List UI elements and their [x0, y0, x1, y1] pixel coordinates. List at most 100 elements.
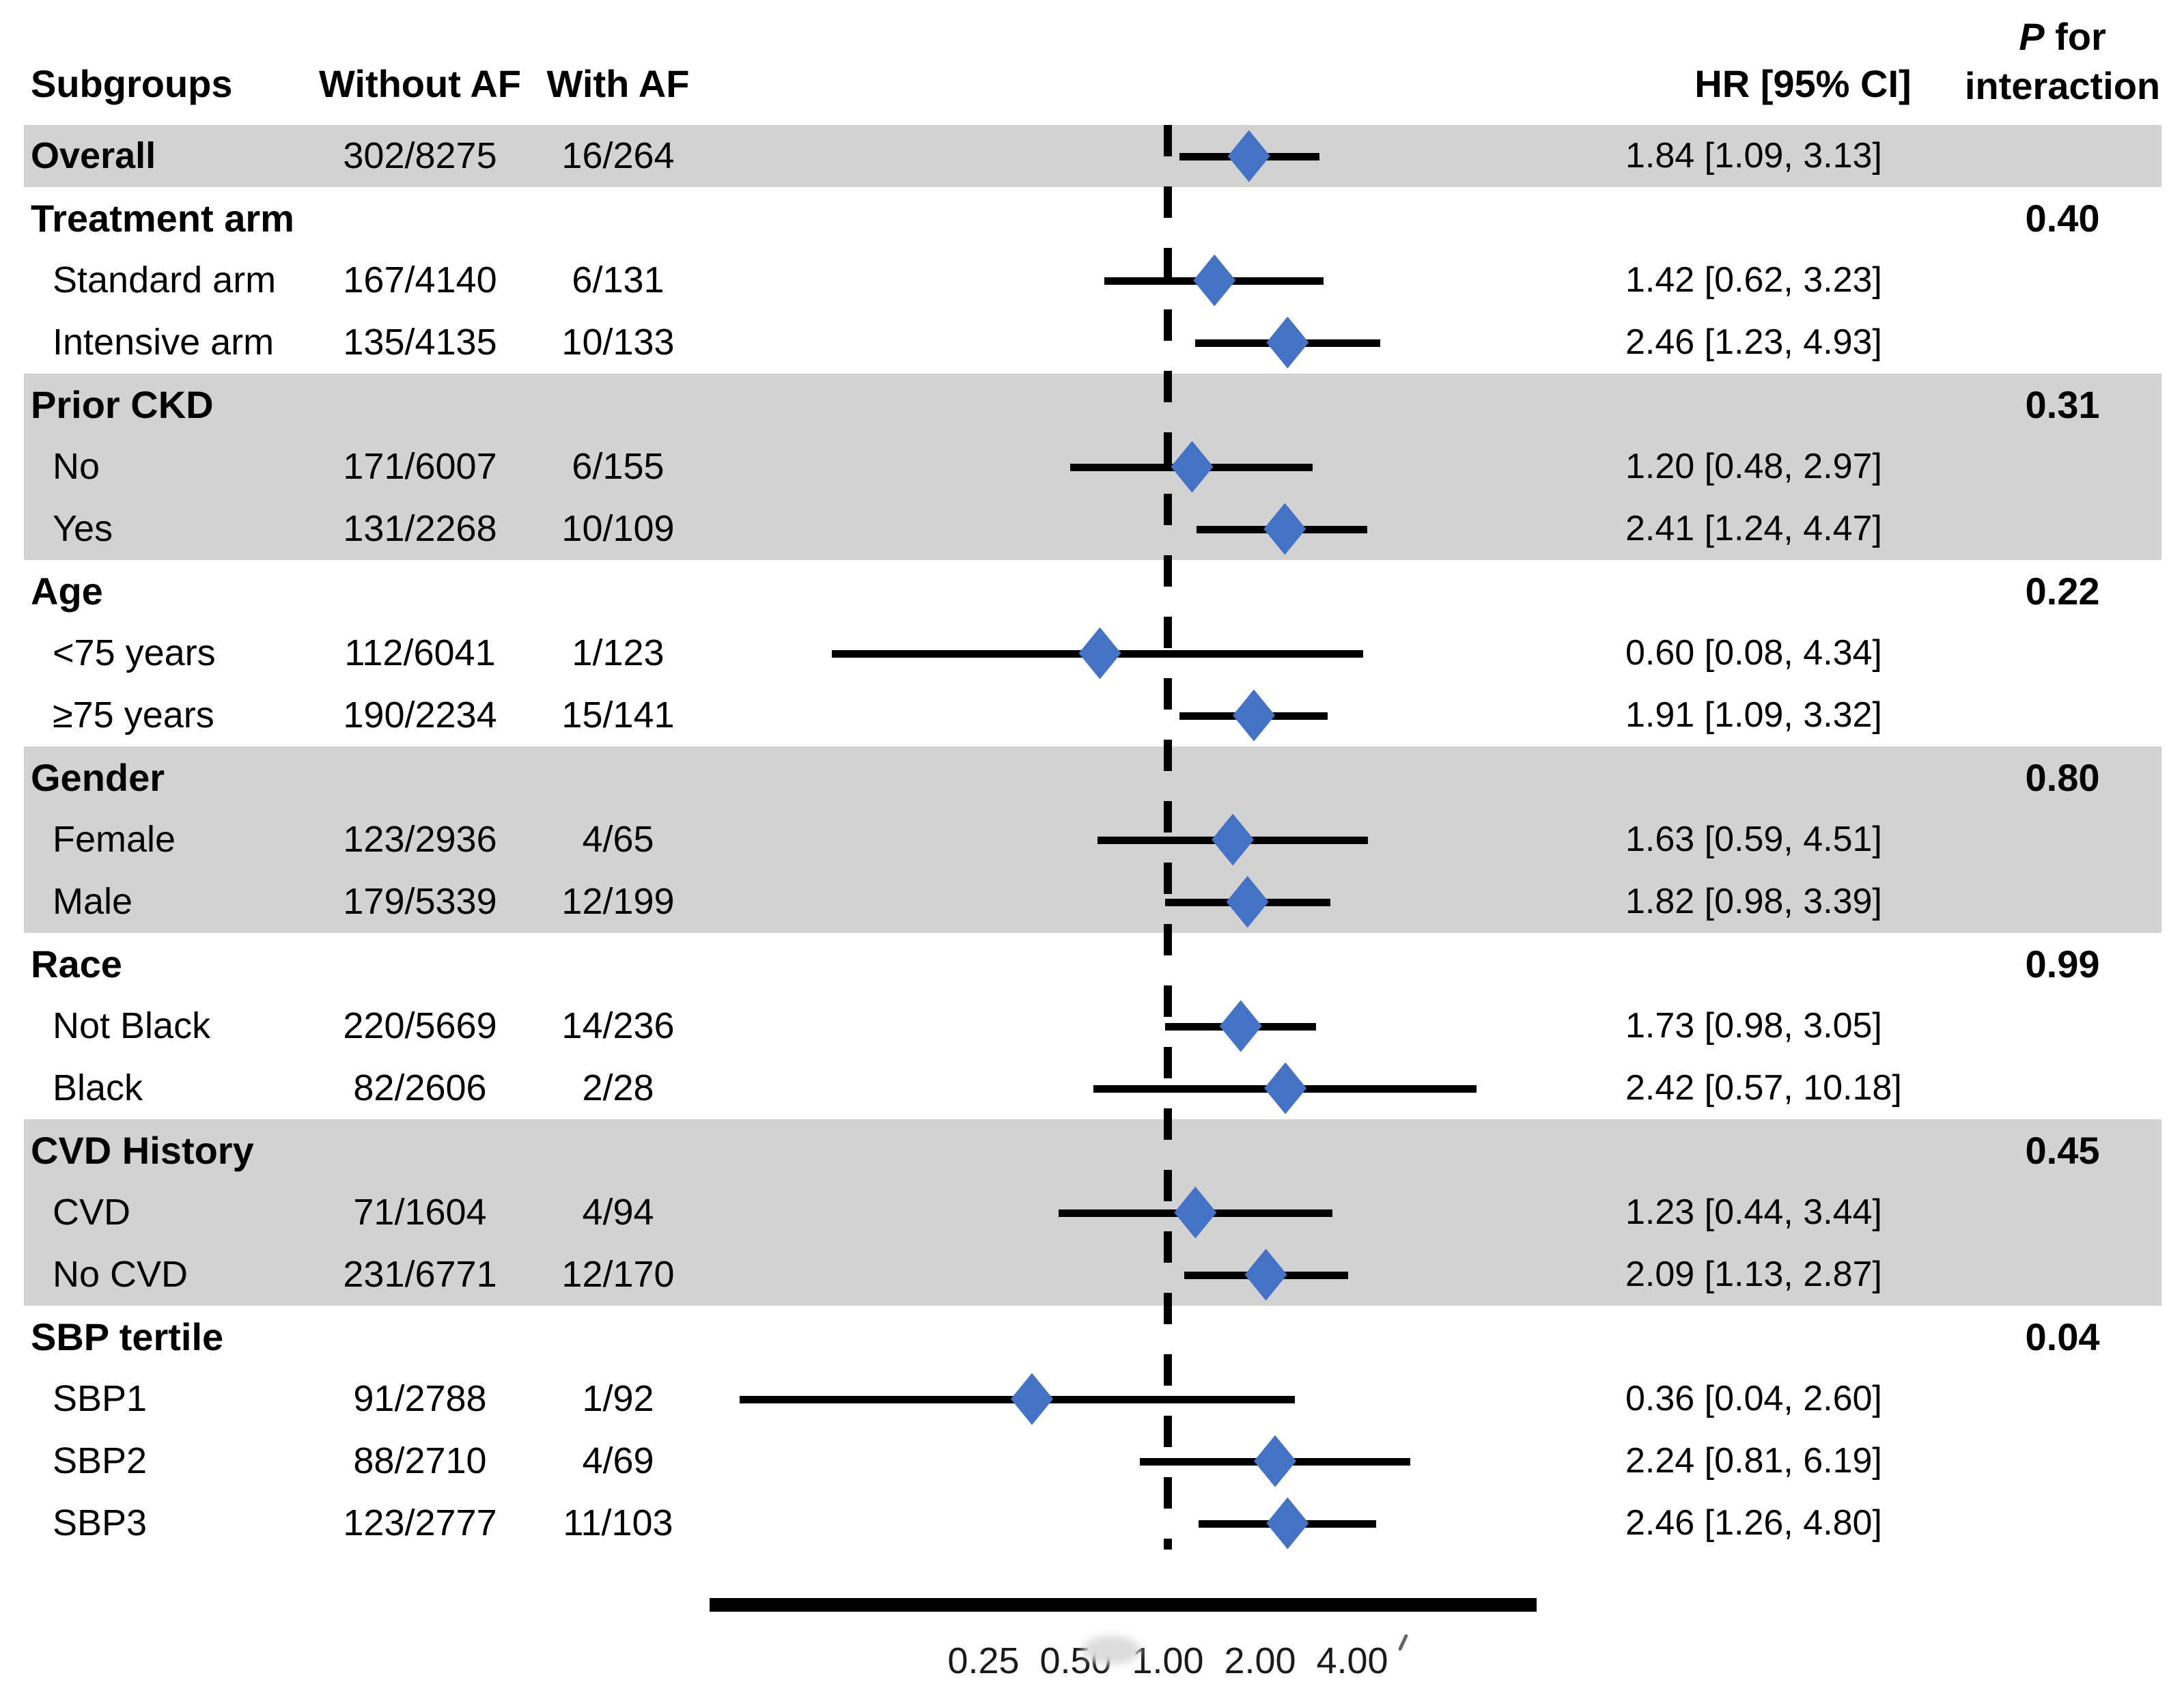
subgroup-label: <75 years [53, 632, 216, 673]
subgroup-label: CVD [53, 1192, 131, 1233]
hr-point-diamond [1233, 689, 1276, 742]
data-row: ≥75 years 190/2234 15/141 1.91 [1.09, 3.32] [24, 684, 2162, 746]
hr-ci-label: 1.73 [0.98, 3.05] [1625, 1006, 1882, 1046]
hr-ci-label: 1.42 [0.62, 3.23] [1625, 260, 1882, 300]
hr-ci-label: 2.09 [1.13, 2.87] [1625, 1255, 1882, 1294]
with-af-count: 6/131 [572, 260, 665, 300]
hr-point-diamond [1227, 130, 1270, 182]
with-af-count: 4/69 [582, 1440, 654, 1481]
data-row: Intensive arm 135/4135 10/133 2.46 [1.23, 4… [24, 311, 2162, 374]
p-interaction-value: 0.99 [2025, 942, 2100, 985]
hr-point-diamond [1264, 1062, 1307, 1115]
p-interaction-value: 0.80 [2025, 756, 2100, 799]
without-af-count: 82/2606 [353, 1067, 487, 1108]
col-header-with-af: With AF [546, 62, 690, 105]
forest-plot-cell [710, 995, 1564, 1057]
forest-plot-cell [710, 249, 1564, 311]
without-af-count: 112/6041 [344, 632, 496, 673]
hr-ci-label: 2.46 [1.23, 4.93] [1625, 322, 1882, 362]
subgroup-label: Male [53, 881, 133, 922]
data-row: Yes 131/2268 10/109 2.41 [1.24, 4.47] [24, 498, 2162, 560]
with-af-count: 12/199 [561, 881, 675, 922]
group-header-row: SBP tertile 0.04 [24, 1306, 2162, 1368]
data-row: CVD 71/1604 4/94 1.23 [0.44, 3.44] [24, 1181, 2162, 1244]
hr-ci-label: 1.84 [1.09, 3.13] [1625, 136, 1882, 176]
forest-plot-cell [710, 436, 1564, 498]
subgroup-label: Standard arm [53, 260, 277, 300]
subgroup-label: SBP3 [53, 1502, 148, 1543]
subgroup-label: SBP1 [53, 1378, 148, 1419]
subgroup-label: No [53, 446, 100, 487]
data-row: SBP1 91/2788 1/92 0.36 [0.04, 2.60] [24, 1368, 2162, 1430]
hr-point-diamond [1266, 316, 1309, 369]
subgroup-label: SBP2 [53, 1440, 148, 1481]
p-header-line2: interaction [1964, 64, 2161, 107]
with-af-count: 15/141 [561, 695, 675, 736]
data-row: <75 years 112/6041 1/123 0.60 [0.08, 4.34] [24, 622, 2162, 684]
group-header-row: Age 0.22 [24, 560, 2162, 622]
group-header-row: CVD History 0.45 [24, 1119, 2162, 1181]
group-label: CVD History [31, 1129, 254, 1172]
subgroup-label: ≥75 years [53, 695, 214, 736]
with-af-count: 1/92 [582, 1378, 654, 1419]
with-af-count: 10/133 [561, 322, 675, 363]
without-af-count: 231/6771 [343, 1254, 497, 1295]
forest-plot-cell [710, 1368, 1564, 1430]
with-af-count: 16/264 [561, 135, 675, 176]
hr-ci-label: 2.41 [1.24, 4.47] [1625, 509, 1882, 548]
without-af-count: 123/2936 [343, 819, 497, 860]
reference-line-hr-1 [1164, 125, 1172, 1550]
hr-ci-label: 0.60 [0.08, 4.34] [1625, 633, 1882, 673]
without-af-count: 123/2777 [343, 1502, 497, 1543]
group-label: Prior CKD [31, 383, 214, 426]
subgroup-label: Not Black [53, 1005, 211, 1046]
p-interaction-value: 0.40 [2025, 197, 2100, 240]
data-row: Black 82/2606 2/28 2.42 [0.57, 10.18] [24, 1057, 2162, 1119]
group-label: Gender [31, 756, 165, 799]
hr-point-diamond [1219, 1000, 1262, 1052]
p-interaction-value: 0.22 [2025, 570, 2100, 613]
hr-point-diamond [1244, 1248, 1287, 1301]
col-header-hr-ci: HR [95% CI] [1694, 62, 1912, 105]
forest-plot-cell [710, 1492, 1564, 1554]
hr-ci-label: 1.20 [0.48, 2.97] [1625, 447, 1882, 486]
with-af-count: 1/123 [572, 632, 665, 673]
x-tick-label: 1.00 [1132, 1640, 1204, 1681]
without-af-count: 91/2788 [353, 1378, 487, 1419]
group-label: SBP tertile [31, 1315, 224, 1358]
column-header-row: Subgroups Without AF With AF HR [95% CI]… [0, 0, 2182, 125]
data-row: Male 179/5339 12/199 1.82 [0.98, 3.39] [24, 871, 2162, 933]
subgroup-label: Female [53, 819, 176, 860]
p-interaction-value: 0.04 [2025, 1315, 2100, 1358]
forest-plot-cell [710, 622, 1564, 684]
forest-plot-cell [710, 311, 1564, 374]
data-row: Standard arm 167/4140 6/131 1.42 [0.62, 3.2… [24, 249, 2162, 311]
hr-point-diamond [1226, 876, 1269, 928]
p-header-line1: P for [1960, 12, 2165, 61]
data-row: No 171/6007 6/155 1.20 [0.48, 2.97] [24, 436, 2162, 498]
hr-point-diamond [1254, 1435, 1297, 1487]
subgroup-label: Intensive arm [53, 322, 275, 363]
hr-point-diamond [1171, 440, 1214, 493]
without-af-count: 135/4135 [343, 322, 497, 363]
p-interaction-value: 0.45 [2025, 1129, 2100, 1172]
forest-plot-cell [710, 498, 1564, 560]
without-af-count: 71/1604 [353, 1192, 487, 1233]
hr-ci-label: 2.42 [0.57, 10.18] [1625, 1068, 1902, 1108]
forest-plot-cell [710, 809, 1564, 871]
hr-ci-label: 2.46 [1.26, 4.80] [1625, 1503, 1882, 1543]
hr-point-diamond [1212, 813, 1255, 866]
hr-point-diamond [1263, 503, 1306, 555]
hr-point-diamond [1174, 1186, 1217, 1239]
without-af-count: 171/6007 [343, 446, 497, 487]
col-header-subgroups: Subgroups [31, 62, 233, 105]
p-interaction-value: 0.31 [2025, 383, 2100, 426]
col-header-p-interaction: P for interaction [1960, 12, 2165, 111]
col-header-without-af: Without AF [319, 62, 521, 105]
subgroup-label: No CVD [53, 1254, 188, 1295]
with-af-count: 10/109 [561, 508, 675, 549]
group-label: Age [31, 570, 103, 613]
data-row: Not Black 220/5669 14/236 1.73 [0.98, 3.05] [24, 995, 2162, 1057]
without-af-count: 220/5669 [343, 1005, 497, 1046]
with-af-count: 11/103 [563, 1502, 673, 1543]
